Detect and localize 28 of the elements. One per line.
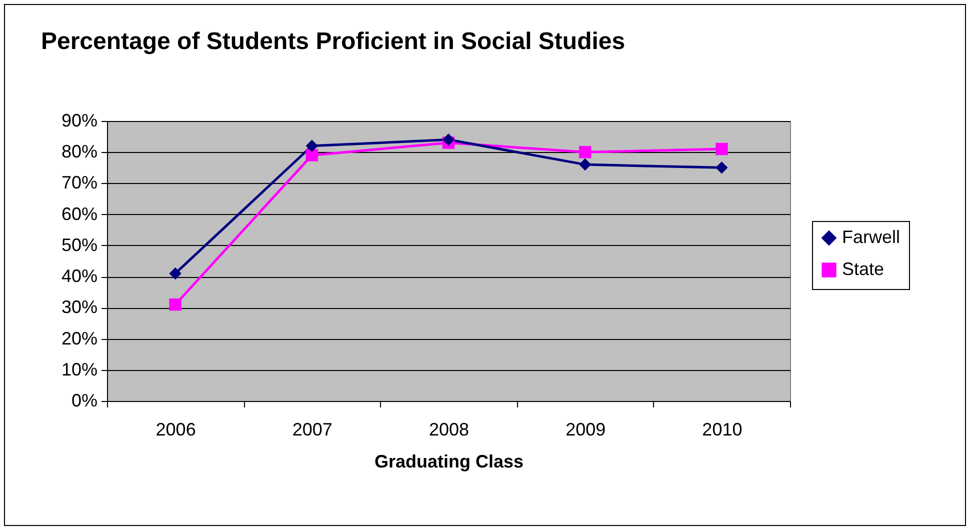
y-tick-label: 60% (61, 204, 98, 224)
y-tick-label: 30% (61, 297, 98, 318)
point (716, 162, 728, 174)
point (169, 298, 182, 311)
legend-label: Farwell (842, 227, 900, 247)
y-tick-label: 0% (71, 390, 98, 410)
y-tick-label: 10% (61, 359, 98, 380)
x-axis-title: Graduating Class (374, 452, 524, 472)
x-tick-label: 2009 (566, 420, 606, 440)
x-tick-label: 2006 (156, 420, 196, 440)
chart-title: Percentage of Students Proficient in Social Studies (40, 28, 626, 55)
y-tick-label: 20% (61, 328, 98, 348)
x-tick-label: 2010 (702, 420, 742, 440)
point (306, 149, 318, 162)
point (716, 142, 728, 156)
y-tick-label: 40% (61, 266, 98, 286)
y-tick-label: 90% (61, 110, 98, 130)
point (306, 140, 318, 152)
point (578, 158, 592, 171)
point (442, 134, 455, 146)
y-tick-label: 50% (61, 234, 98, 255)
point (169, 267, 182, 280)
x-tick-label: 2008 (428, 420, 470, 440)
x-tick-label: 2007 (292, 420, 332, 440)
point (578, 146, 592, 158)
legend-label: State (842, 259, 884, 279)
y-tick-label: 80% (61, 142, 98, 162)
y-tick-label: 70% (61, 172, 98, 193)
